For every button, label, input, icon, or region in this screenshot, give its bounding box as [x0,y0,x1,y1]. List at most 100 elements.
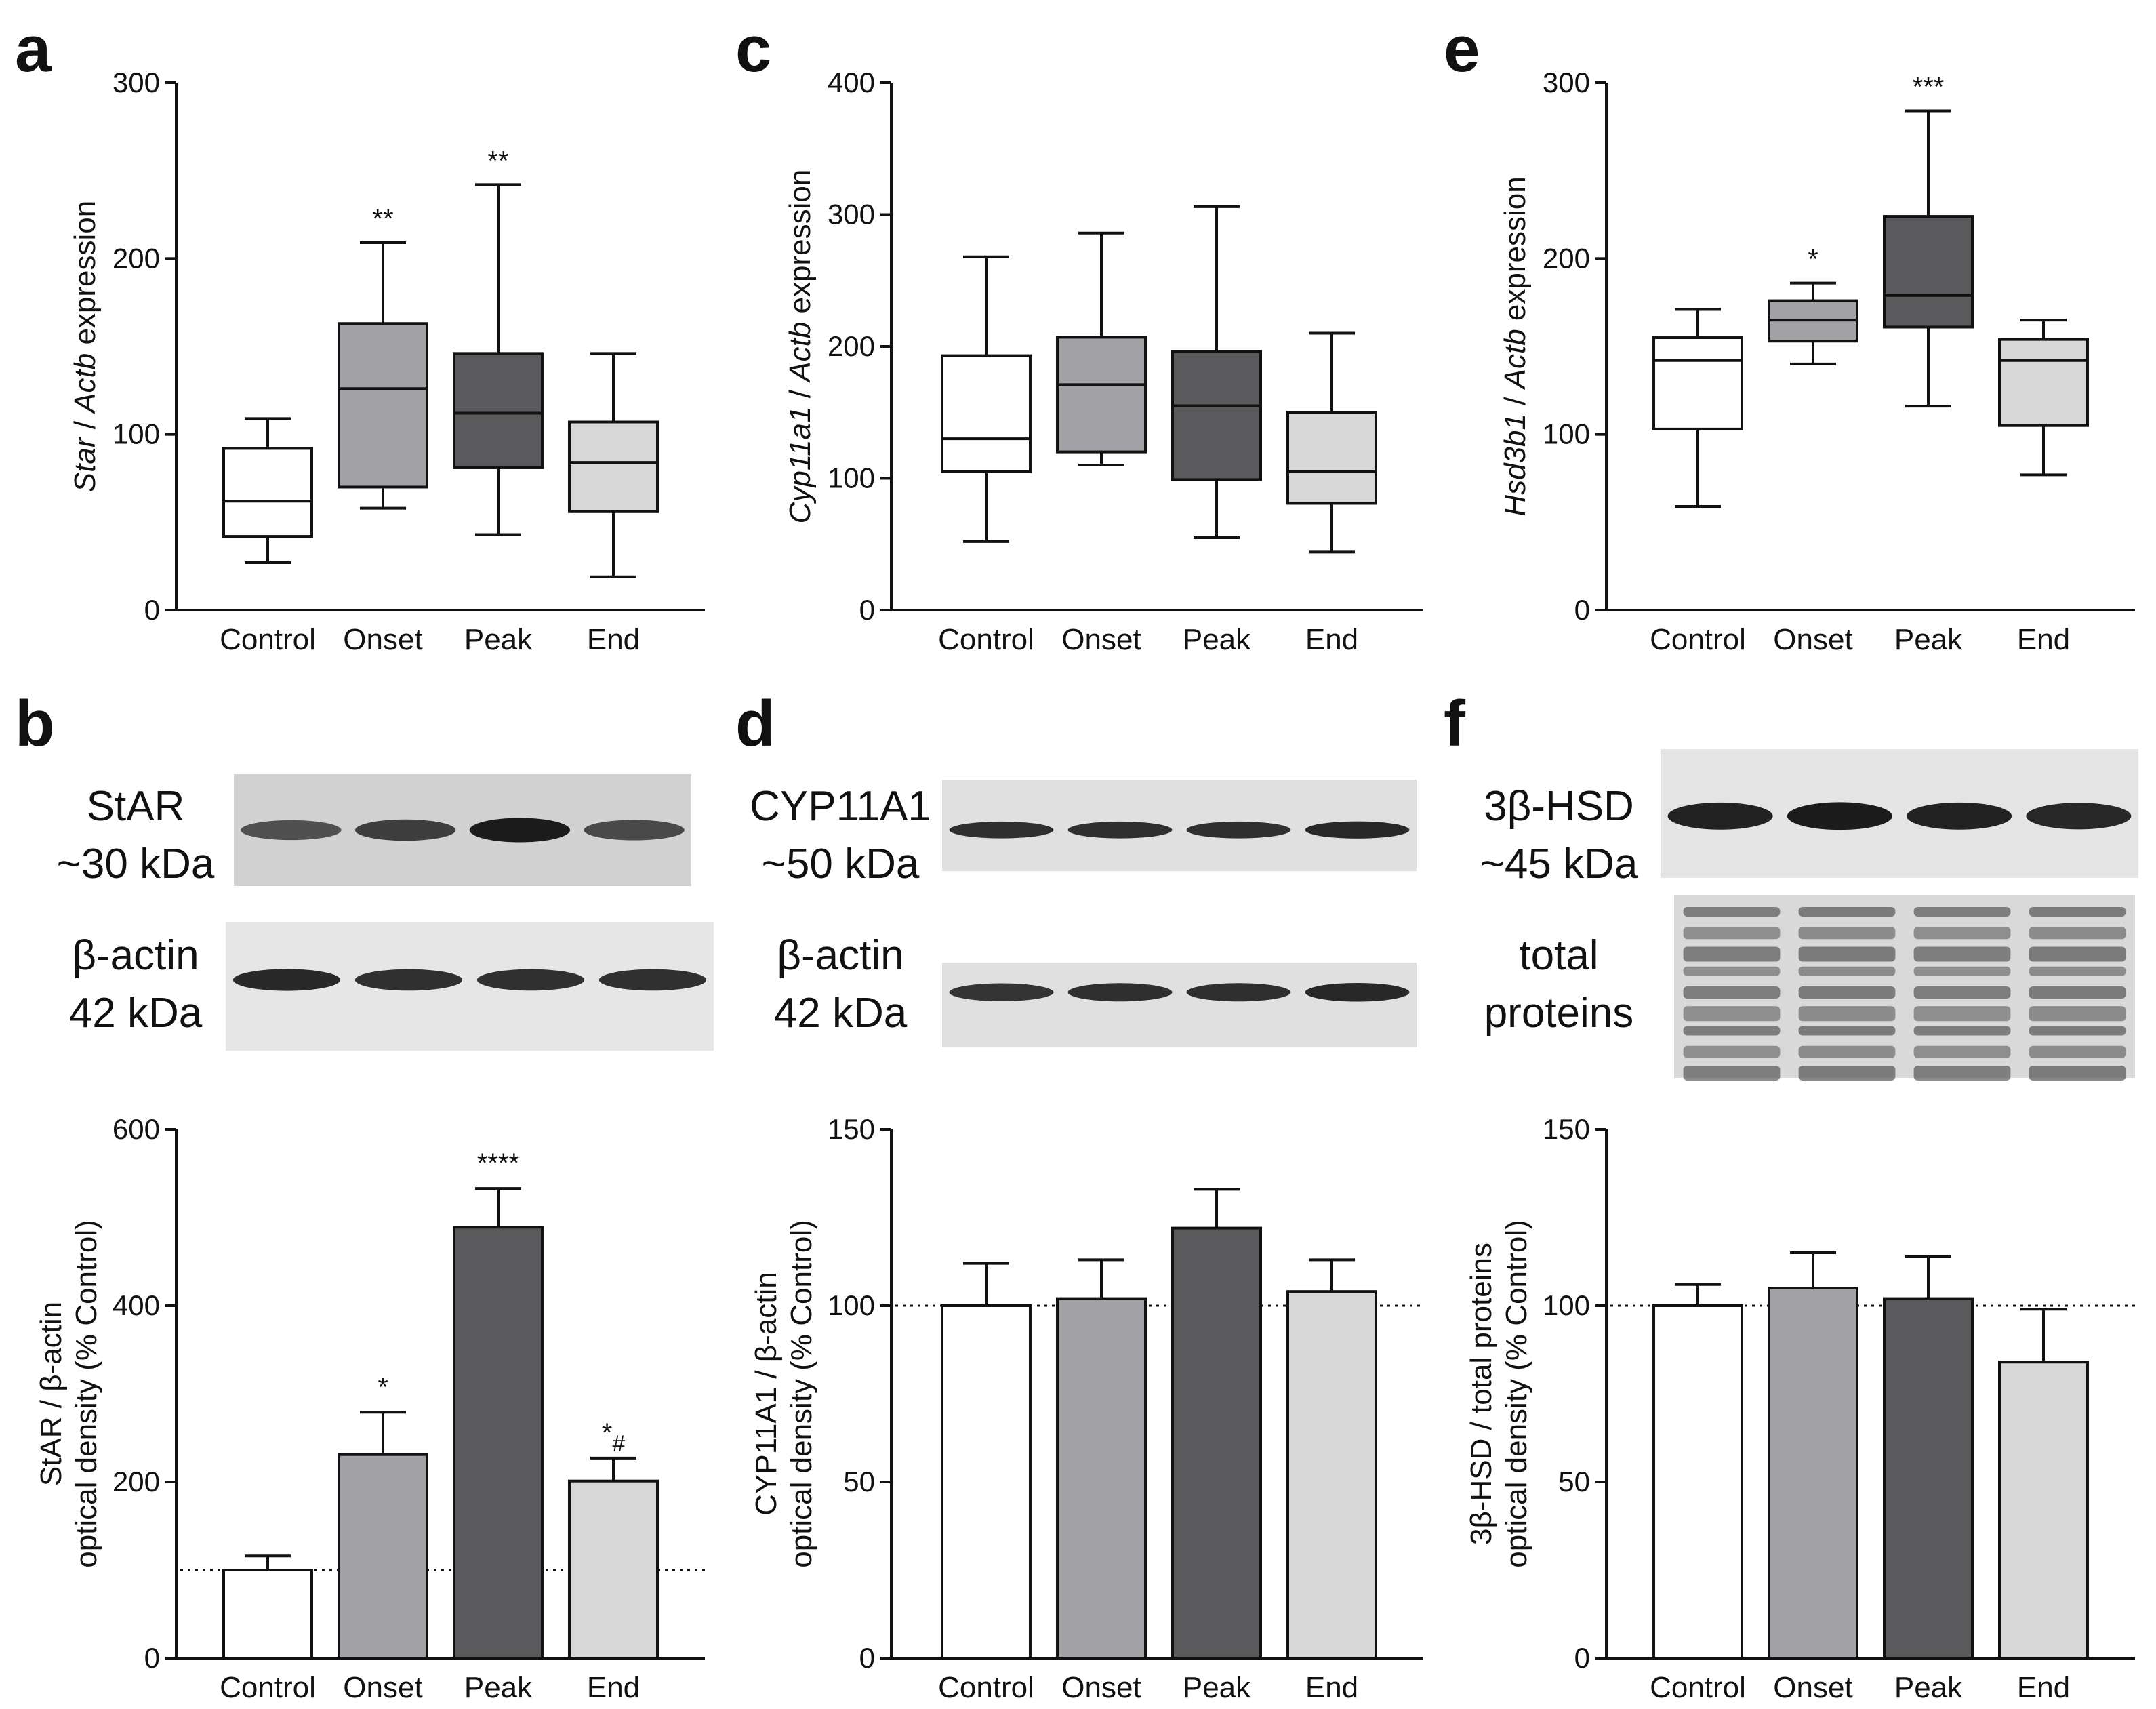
blot-band-bactin-b-control [232,969,341,991]
panel-e-y-axis-label: Hsd3b1 / Actb expression [1499,176,1532,516]
panel-c-y-axis-label: Cyp11a1 / Actb expression [784,169,817,524]
blot-smear-band-total-control-2 [1683,946,1781,962]
panel-a-category-label-control: Control [220,623,316,656]
blot-smear-band-total-control-5 [1683,1006,1781,1022]
blot-smear-band-total-peak-8 [1913,1066,2011,1081]
blot-band-bactin-b-end [598,969,707,991]
panel-b-ytick-label-600: 600 [113,1113,160,1145]
panel-b-category-label-peak: Peak [464,1671,533,1704]
panel-f-ytick-label-100: 100 [1543,1289,1590,1321]
panel-a-significance-peak: ** [487,146,508,176]
panel-f-category-label-end: End [2017,1671,2070,1704]
chart-panel-f: 0 50 100 150 Control Onset Peak End 3β-HSD / tot… [1465,1113,2135,1704]
panel-d-bar-end [1286,1290,1377,1660]
panel-f-bar-end [1998,1361,2089,1660]
blot-smear-band-total-end-8 [2029,1066,2126,1081]
blot-image-star [234,774,691,886]
blot-smear-band-total-peak-0 [1913,907,2011,917]
panel-f-y-axis-label-line-1: optical density (% Control) [1500,1220,1533,1568]
panel-a-y-axis-label-part-1: / [68,413,102,438]
panel-e-ytick-label-200: 200 [1543,242,1590,274]
panel-b-significance-peak: **** [477,1148,519,1178]
panel-c-box-peak [1171,350,1262,481]
blot-band-hsd-end [2026,803,2132,830]
blot-smear-band-total-control-6 [1683,1026,1781,1036]
panel-c-y-axis-label-part-1: / [784,382,817,407]
blot-smear-band-total-peak-3 [1913,966,2011,976]
blot-band-star-control [241,820,342,841]
blot-label-cyp-kda: ~50 kDa [762,841,920,887]
panel-e-ytick-label-0: 0 [1574,594,1590,626]
panel-c-ytick-label-400: 400 [828,66,875,98]
chart-panel-a: 0 100 200 300 Control Onset Peak End Star / Actb… [68,66,705,656]
blot-band-hsd-control [1667,802,1773,830]
panel-e-y-axis-label-part-0: Hsd3b1 [1499,414,1532,517]
panel-e-significance-onset: * [1808,245,1818,275]
panel-b-ytick-label-400: 400 [113,1289,160,1321]
panel-d-bar-control [941,1304,1032,1660]
blot-smear-band-total-onset-6 [1798,1026,1896,1036]
panel-b-bar-peak [453,1226,544,1660]
blot-label-bactin-b-name: β-actin [72,932,199,979]
panel-e-box-peak [1883,215,1974,329]
panel-d-ytick-label-0: 0 [859,1642,875,1674]
blot-lane-total-onset [1798,907,1896,1081]
blot-smear-band-total-end-4 [2029,986,2126,999]
panel-b-y-axis-label-line-0: StAR / β-actin [35,1302,68,1486]
blot-smear-band-total-onset-2 [1798,946,1896,962]
panel-c-category-label-control: Control [938,623,1034,656]
blot-smear-band-total-onset-4 [1798,986,1896,999]
blot-label-bactin-b-kda: 42 kDa [69,990,203,1037]
panel-e-box-end [1998,338,2089,427]
blot-smear-band-total-onset-3 [1798,966,1896,976]
blot-smear-band-total-peak-6 [1913,1026,2011,1036]
blot-lane-total-peak [1913,907,2011,1081]
panel-e-y-axis-label-part-2: Actb [1499,329,1532,390]
blot-band-cyp-onset [1067,821,1173,839]
panel-c-box-control [941,354,1032,473]
panel-c-ytick-label-100: 100 [828,462,875,494]
panel-b-category-label-end: End [587,1671,640,1704]
blot-smear-band-total-end-5 [2029,1006,2126,1022]
blot-smear-band-total-peak-7 [1913,1045,2011,1058]
panel-e-category-label-onset: Onset [1773,623,1852,656]
blot-smear-band-total-onset-1 [1798,927,1896,940]
blot-smear-band-total-control-8 [1683,1066,1781,1081]
blot-label-bactin-d-name: β-actin [777,932,903,979]
panel-c-ytick-label-200: 200 [828,330,875,362]
blot-band-cyp-control [949,821,1054,839]
panel-d-ytick-label-100: 100 [828,1289,875,1321]
panel-d-y-axis-label-line-1: optical density (% Control) [785,1220,818,1568]
panel-a-box-control [222,447,313,538]
panel-d-category-label-onset: Onset [1061,1671,1141,1704]
blot-band-bactin-d-end [1305,982,1410,1002]
panel-e-ytick-label-100: 100 [1543,418,1590,450]
panel-e-significance-peak: *** [1913,72,1945,102]
panel-f-y-axis-label-line-0: 3β-HSD / total proteins [1465,1243,1498,1545]
panel-f-ytick-label-50: 50 [1558,1466,1590,1497]
chart-panel-b: 0 200 400 600 Control Onset Peak End StAR / β-ac… [35,1113,705,1704]
blot-smear-band-total-control-7 [1683,1045,1781,1058]
blot-image-total [1674,895,2135,1081]
panel-a-significance-onset: ** [372,204,393,234]
blot-band-cyp-end [1305,821,1410,839]
panel-letter-d: d [735,687,775,760]
panel-c-category-label-peak: Peak [1183,623,1251,656]
blot-smear-band-total-peak-2 [1913,946,2011,962]
panel-f-ytick-label-150: 150 [1543,1113,1590,1145]
panel-letter-b: b [15,687,55,760]
blot-smear-band-total-end-7 [2029,1045,2126,1058]
blot-band-cyp-peak [1186,821,1291,839]
blot-smear-band-total-peak-4 [1913,986,2011,999]
panel-d-y-axis-label-line-0: CYP11A1 / β-actin [750,1272,783,1516]
blot-smear-band-total-peak-5 [1913,1006,2011,1022]
blot-smear-band-total-onset-0 [1798,907,1896,917]
blot-smear-band-total-control-0 [1683,907,1781,917]
blot-band-hsd-peak [1907,802,2012,830]
blot-label-cyp-name: CYP11A1 [750,783,931,830]
panel-c-y-axis-label-part-0: Cyp11a1 [784,406,817,523]
panel-b-bar-onset [338,1453,428,1660]
blot-band-star-end [584,820,685,841]
blot-image-bactin-b [226,922,714,1051]
panel-f-bar-peak [1883,1297,1974,1660]
